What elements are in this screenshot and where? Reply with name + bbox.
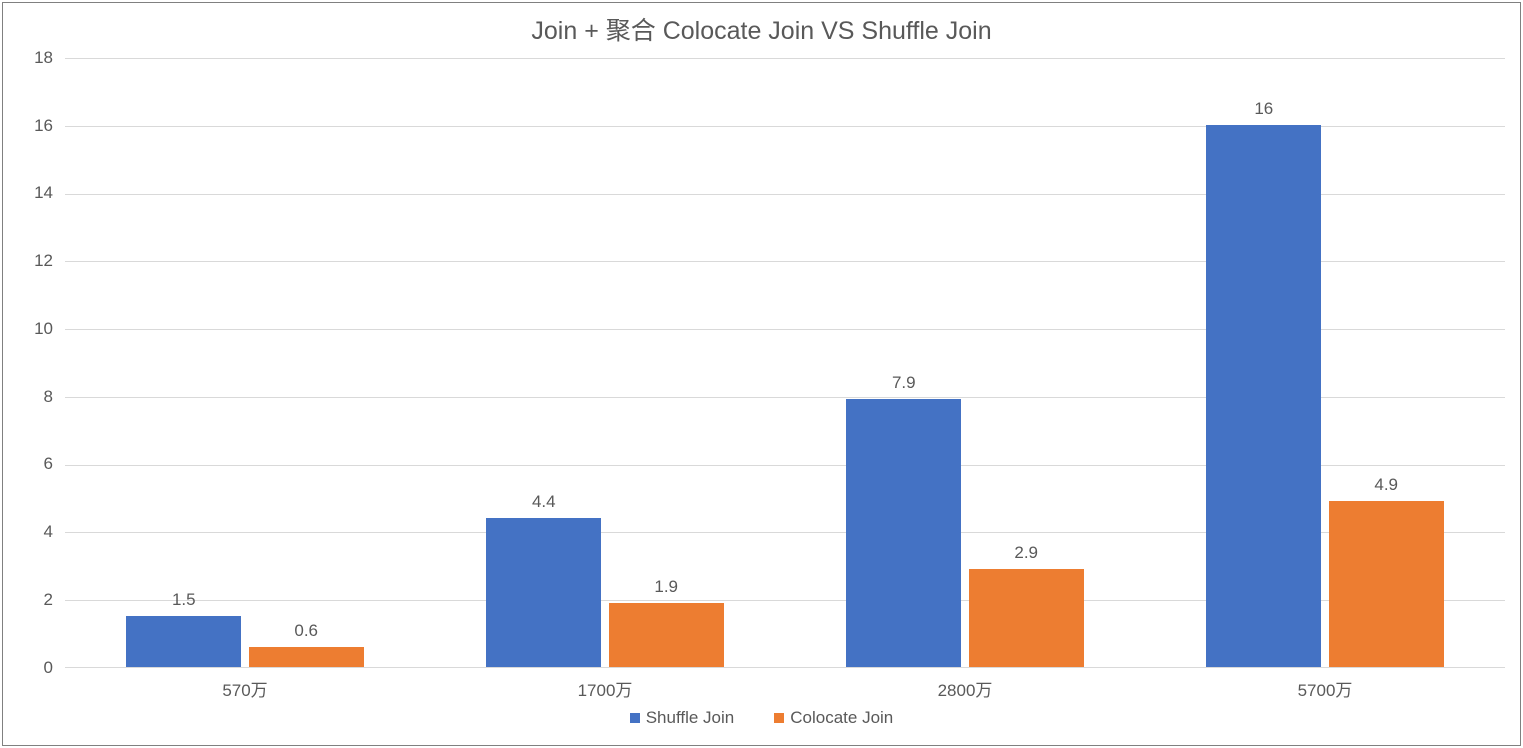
- legend-swatch: [774, 713, 784, 723]
- y-tick-label: 4: [3, 522, 53, 542]
- bar-value-label: 4.9: [1329, 475, 1444, 495]
- y-tick-label: 8: [3, 387, 53, 407]
- y-tick-label: 18: [3, 48, 53, 68]
- x-tick-label: 570万: [65, 676, 425, 701]
- y-tick-label: 16: [3, 116, 53, 136]
- bar-value-label: 2.9: [969, 543, 1084, 563]
- plot-area: 1.5 0.6 4.4 1.9 7.9 2.9 16 4.9: [65, 58, 1505, 668]
- legend-label: Colocate Join: [790, 708, 893, 728]
- bar: [846, 399, 961, 667]
- bar-value-label: 1.5: [126, 590, 241, 610]
- y-tick-label: 14: [3, 183, 53, 203]
- x-tick-label: 2800万: [785, 676, 1145, 701]
- bar: [969, 569, 1084, 667]
- bar: [486, 518, 601, 667]
- legend: Shuffle Join Colocate Join: [3, 708, 1520, 728]
- bar-value-label: 0.6: [249, 621, 364, 641]
- y-tick-label: 0: [3, 658, 53, 678]
- chart-title: Join + 聚合 Colocate Join VS Shuffle Join: [3, 11, 1520, 47]
- bar-value-label: 1.9: [609, 577, 724, 597]
- bar: [1329, 501, 1444, 667]
- bar-value-label: 7.9: [846, 373, 961, 393]
- bar: [249, 647, 364, 667]
- chart-frame: Join + 聚合 Colocate Join VS Shuffle Join …: [2, 2, 1521, 746]
- y-tick-label: 10: [3, 319, 53, 339]
- y-tick-label: 2: [3, 590, 53, 610]
- legend-item: Shuffle Join: [630, 708, 735, 728]
- bar: [1206, 125, 1321, 667]
- y-tick-label: 6: [3, 454, 53, 474]
- x-tick-label: 1700万: [425, 676, 785, 701]
- legend-label: Shuffle Join: [646, 708, 735, 728]
- bar-value-label: 16: [1206, 99, 1321, 119]
- legend-item: Colocate Join: [774, 708, 893, 728]
- legend-swatch: [630, 713, 640, 723]
- x-tick-label: 5700万: [1145, 676, 1505, 701]
- bar: [126, 616, 241, 667]
- y-tick-label: 12: [3, 251, 53, 271]
- gridline: [65, 58, 1505, 59]
- bar-value-label: 4.4: [486, 492, 601, 512]
- bar: [609, 603, 724, 667]
